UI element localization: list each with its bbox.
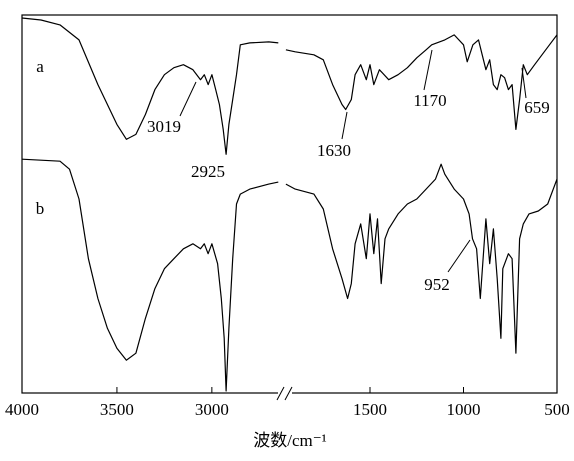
annotation: 952 [424, 275, 450, 294]
annotation-leader [341, 111, 348, 140]
x-tick-label: 1500 [353, 400, 387, 419]
axis-break-mark [276, 386, 285, 401]
annotation-leader [423, 49, 433, 91]
annotation-leader [521, 67, 527, 99]
annotation-leader [447, 239, 471, 273]
annotation: 1630 [317, 141, 351, 160]
annotation: 2925 [191, 162, 225, 181]
x-tick-label: 3500 [100, 400, 134, 419]
annotation: 3019 [147, 117, 181, 136]
annotation: 1170 [413, 91, 446, 110]
series-label: a [36, 57, 44, 76]
annotation-leader [179, 81, 197, 117]
x-axis-label: 波数/cm⁻¹ [253, 431, 327, 450]
x-tick-label: 3000 [195, 400, 229, 419]
plot-frame [21, 14, 558, 394]
x-tick-label: 500 [544, 400, 570, 419]
spectrum-line [21, 17, 558, 155]
spectrum-line [21, 158, 558, 392]
x-tick-label: 1000 [447, 400, 481, 419]
annotation: 659 [524, 98, 550, 117]
axis-break-mark [284, 386, 293, 401]
series-label: b [36, 199, 45, 218]
axis-break-gap [278, 388, 292, 398]
x-tick-label: 4000 [5, 400, 39, 419]
